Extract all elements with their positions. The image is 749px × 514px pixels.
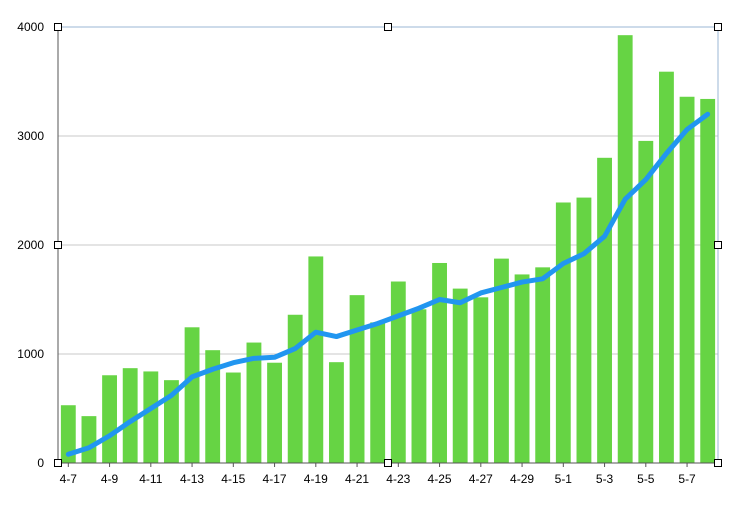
y-tick-label-3000: 3000 xyxy=(17,129,44,143)
bar-4-14 xyxy=(205,350,221,463)
bar-4-24 xyxy=(411,309,427,463)
bar-4-26 xyxy=(452,288,468,463)
bar-5-2 xyxy=(576,197,592,463)
x-tick-label-5-7: 5-7 xyxy=(678,472,696,486)
bar-4-22 xyxy=(370,322,386,463)
bar-4-10 xyxy=(122,368,138,463)
bar-4-12 xyxy=(164,380,179,463)
bar-4-15 xyxy=(225,372,241,463)
x-tick-label-4-29: 4-29 xyxy=(510,472,534,486)
bar-4-25 xyxy=(432,262,447,463)
resize-handle-top-right[interactable] xyxy=(714,23,722,31)
x-tick-label-5-3: 5-3 xyxy=(596,472,614,486)
bar-5-7 xyxy=(679,96,695,463)
x-tick-label-4-27: 4-27 xyxy=(469,472,493,486)
resize-handle-bottom-left[interactable] xyxy=(54,459,62,467)
bar-4-18 xyxy=(287,314,303,463)
bar-4-16 xyxy=(246,342,262,463)
y-tick-label-0: 0 xyxy=(37,456,44,470)
bar-4-19 xyxy=(308,256,324,463)
resize-handle-bottom-middle[interactable] xyxy=(384,459,392,467)
y-axis-tick-labels: 0 1000 2000 3000 4000 xyxy=(17,20,44,470)
bar-4-13 xyxy=(184,327,200,463)
bar-4-21 xyxy=(349,295,365,463)
bars-series xyxy=(60,35,716,464)
x-tick-label-4-13: 4-13 xyxy=(180,472,204,486)
bar-4-23 xyxy=(390,281,406,463)
x-tick-label-4-19: 4-19 xyxy=(304,472,328,486)
bar-4-28 xyxy=(494,258,509,463)
bar-5-1 xyxy=(555,202,571,464)
x-tick-label-5-1: 5-1 xyxy=(555,472,573,486)
bar-4-11 xyxy=(143,371,159,463)
bar-5-6 xyxy=(659,71,674,463)
y-tick-label-2000: 2000 xyxy=(17,238,44,252)
x-tick-label-4-11: 4-11 xyxy=(139,472,162,486)
bar-5-8 xyxy=(700,98,716,463)
bar-4-27 xyxy=(473,297,489,463)
y-tick-label-1000: 1000 xyxy=(17,347,44,361)
trend-line xyxy=(65,111,711,457)
x-axis-tick-labels: 4-7 4-9 4-11 4-13 4-15 4-17 4-19 4-21 4-23 4-25 4-… xyxy=(60,463,696,486)
trend-line-series xyxy=(65,111,711,457)
x-tick-label-4-23: 4-23 xyxy=(386,472,410,486)
x-tick-label-4-7: 4-7 xyxy=(60,472,78,486)
resize-handle-top-middle[interactable] xyxy=(384,23,392,31)
selection-handles[interactable] xyxy=(54,23,722,467)
resize-handle-top-left[interactable] xyxy=(54,23,62,31)
bar-4-8 xyxy=(81,416,97,463)
bar-5-3 xyxy=(597,157,612,464)
x-tick-label-4-21: 4-21 xyxy=(345,472,369,486)
x-tick-label-4-15: 4-15 xyxy=(221,472,245,486)
resize-handle-middle-left[interactable] xyxy=(54,241,62,249)
resize-handle-middle-right[interactable] xyxy=(714,241,722,249)
y-tick-label-4000: 4000 xyxy=(17,20,44,34)
x-tick-label-5-5: 5-5 xyxy=(637,472,655,486)
bar-4-7 xyxy=(60,405,76,463)
bar-4-17 xyxy=(267,362,282,463)
bar-4-9 xyxy=(102,375,117,463)
bar-5-4 xyxy=(617,35,633,464)
bar-4-30 xyxy=(535,267,551,463)
x-tick-label-4-9: 4-9 xyxy=(101,472,119,486)
resize-handle-bottom-right[interactable] xyxy=(714,459,722,467)
bar-5-5 xyxy=(638,140,654,463)
x-tick-label-4-25: 4-25 xyxy=(428,472,452,486)
x-tick-label-4-17: 4-17 xyxy=(263,472,287,486)
bar-4-29 xyxy=(514,274,530,463)
bar-4-20 xyxy=(329,362,344,463)
